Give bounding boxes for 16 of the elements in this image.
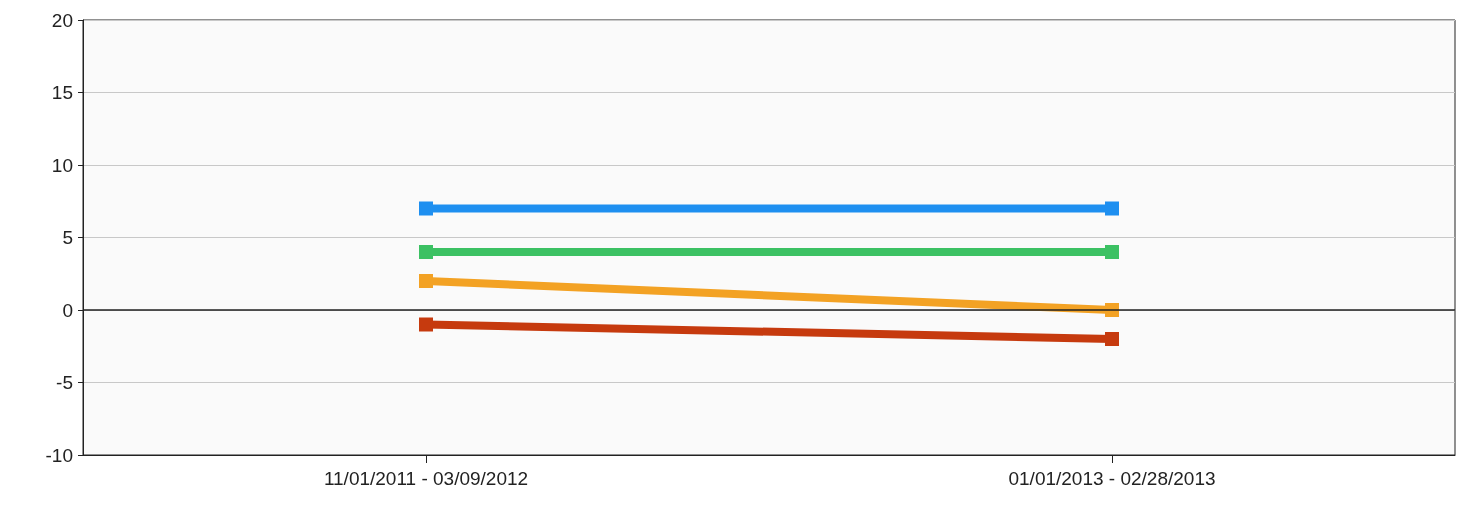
y-tick-label: 10 (51, 154, 73, 176)
point (1105, 201, 1119, 216)
y-tick-label: 5 (62, 227, 73, 248)
x-tick-label: 01/01/2013 - 02/28/2013 (1008, 468, 1216, 489)
y-tick-label: 20 (51, 9, 73, 31)
point (419, 201, 433, 216)
y-tick-label: -10 (45, 444, 73, 466)
point (1105, 332, 1119, 346)
point (419, 317, 433, 332)
point (419, 274, 433, 288)
x-tick-label: 11/01/2011 - 03/09/2012 (323, 468, 529, 489)
y-tick-label: 0 (62, 299, 73, 321)
point (1105, 245, 1119, 259)
point (419, 245, 433, 259)
y-tick-label: -5 (56, 372, 73, 393)
y-tick-label: 15 (51, 82, 73, 103)
